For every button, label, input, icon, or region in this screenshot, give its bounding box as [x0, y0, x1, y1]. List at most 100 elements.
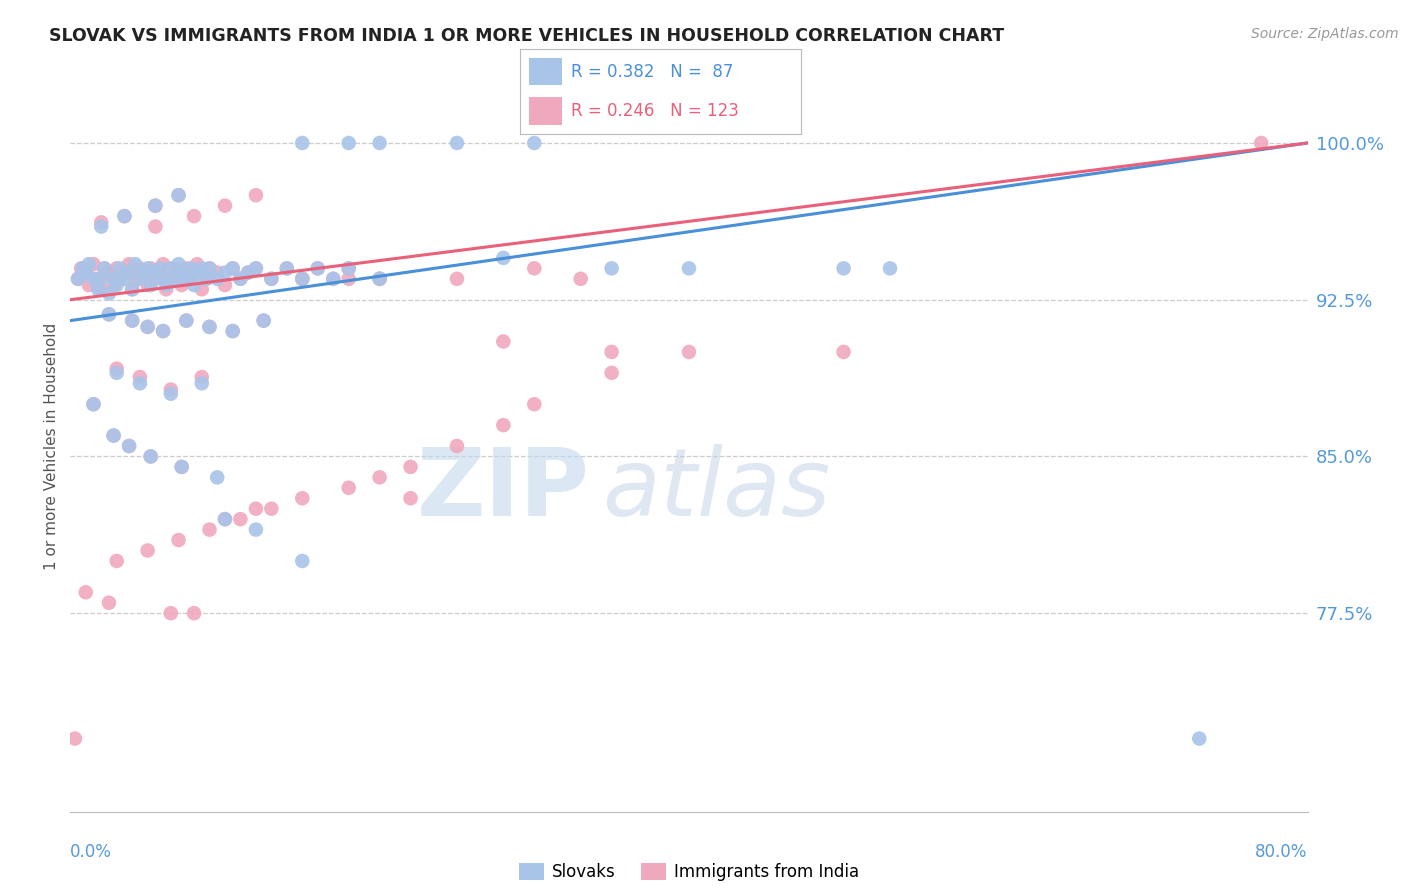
- FancyBboxPatch shape: [529, 97, 562, 126]
- Point: [229, 512, 252, 526]
- Point: [191, 282, 214, 296]
- Point: [160, 606, 183, 620]
- Point: [75, 266, 97, 280]
- Point: [118, 266, 141, 280]
- Point: [238, 266, 260, 280]
- Legend: Slovaks, Immigrants from India: Slovaks, Immigrants from India: [512, 856, 866, 888]
- Point: [207, 266, 229, 280]
- Point: [98, 596, 120, 610]
- Point: [103, 428, 125, 442]
- Point: [337, 136, 360, 150]
- Point: [1250, 136, 1272, 150]
- Point: [183, 209, 205, 223]
- Point: [160, 261, 183, 276]
- Point: [98, 266, 120, 280]
- Point: [245, 501, 267, 516]
- Point: [198, 523, 221, 537]
- Text: ZIP: ZIP: [418, 444, 591, 536]
- Point: [523, 397, 546, 411]
- Point: [183, 266, 205, 280]
- Point: [114, 209, 135, 223]
- Point: [307, 261, 329, 276]
- Point: [337, 481, 360, 495]
- Point: [167, 188, 190, 202]
- Text: R = 0.246   N = 123: R = 0.246 N = 123: [571, 102, 738, 120]
- Point: [368, 136, 391, 150]
- Point: [108, 261, 131, 276]
- Point: [72, 261, 94, 276]
- Point: [207, 470, 229, 484]
- Point: [105, 278, 128, 293]
- Point: [98, 286, 120, 301]
- Point: [129, 261, 152, 276]
- Point: [291, 272, 314, 286]
- Point: [180, 261, 202, 276]
- Point: [245, 261, 267, 276]
- Point: [87, 282, 110, 296]
- Point: [139, 278, 162, 293]
- Point: [103, 272, 125, 286]
- Point: [368, 272, 391, 286]
- Point: [214, 199, 236, 213]
- Point: [167, 533, 190, 547]
- Point: [90, 272, 112, 286]
- Point: [145, 199, 166, 213]
- Point: [134, 266, 156, 280]
- Point: [136, 319, 159, 334]
- Point: [105, 361, 128, 376]
- Point: [399, 491, 422, 506]
- Point: [98, 307, 120, 321]
- Point: [108, 272, 131, 286]
- Text: R = 0.382   N =  87: R = 0.382 N = 87: [571, 63, 733, 81]
- Point: [105, 554, 128, 568]
- Point: [118, 439, 141, 453]
- Point: [446, 136, 468, 150]
- Point: [291, 554, 314, 568]
- Point: [307, 261, 329, 276]
- Point: [291, 272, 314, 286]
- Point: [446, 272, 468, 286]
- Point: [337, 261, 360, 276]
- Point: [129, 272, 152, 286]
- Point: [118, 257, 141, 271]
- Point: [229, 272, 252, 286]
- Point: [121, 313, 143, 327]
- Point: [222, 261, 245, 276]
- Point: [139, 450, 162, 464]
- Point: [160, 272, 183, 286]
- Point: [191, 370, 214, 384]
- Point: [368, 272, 391, 286]
- Point: [145, 272, 166, 286]
- Point: [322, 272, 344, 286]
- Point: [260, 272, 283, 286]
- Point: [238, 266, 260, 280]
- Point: [82, 257, 105, 271]
- Point: [214, 512, 236, 526]
- Point: [103, 278, 125, 293]
- Point: [170, 459, 193, 474]
- Point: [291, 136, 314, 150]
- Point: [82, 397, 105, 411]
- Point: [167, 266, 190, 280]
- Point: [121, 282, 143, 296]
- Point: [129, 376, 152, 391]
- Point: [253, 313, 276, 327]
- Point: [90, 219, 112, 234]
- Point: [82, 397, 105, 411]
- Point: [276, 261, 298, 276]
- Point: [337, 272, 360, 286]
- Point: [170, 278, 193, 293]
- Point: [523, 261, 546, 276]
- Point: [139, 450, 162, 464]
- Point: [114, 266, 135, 280]
- Point: [191, 376, 214, 391]
- Point: [93, 261, 115, 276]
- Point: [145, 266, 166, 280]
- Point: [600, 261, 623, 276]
- Point: [222, 324, 245, 338]
- Point: [124, 272, 146, 286]
- Point: [139, 261, 162, 276]
- Point: [446, 439, 468, 453]
- Point: [368, 272, 391, 286]
- Point: [121, 313, 143, 327]
